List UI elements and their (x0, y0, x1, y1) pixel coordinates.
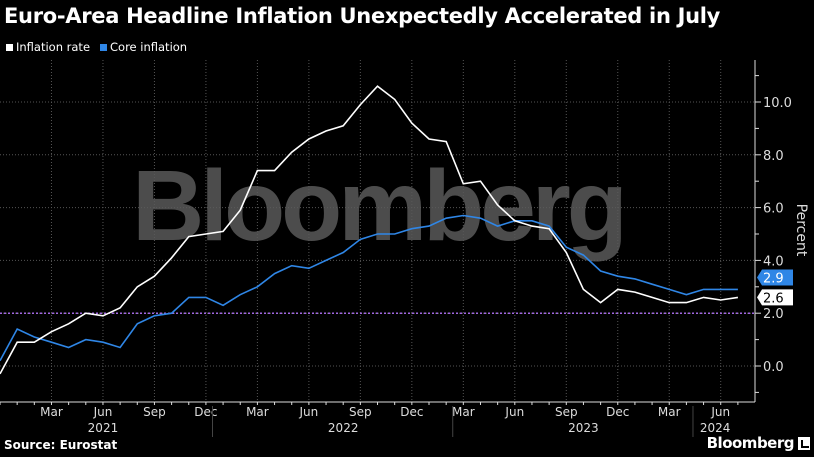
y-axis-label: Percent (793, 204, 809, 257)
x-tick-label: Dec (606, 405, 629, 419)
legend-label-core: Core inflation (110, 40, 188, 54)
y-tick-label: 0.0 (763, 360, 784, 375)
x-tick-label: Jun (93, 405, 113, 419)
y-tick-label: 10.0 (763, 96, 792, 111)
end-label-text: 2.9 (763, 271, 784, 286)
legend-label-inflation: Inflation rate (16, 40, 91, 54)
x-tick-label: Jun (299, 405, 319, 419)
core-inflation-line (0, 214, 738, 362)
brand-text: Bloomberg (706, 434, 795, 452)
source-note: Source: Eurostat (4, 438, 118, 452)
legend-item-inflation: Inflation rate (6, 40, 90, 54)
x-year-label: 2022 (328, 421, 359, 435)
grid (0, 60, 755, 402)
x-tick-label: Mar (40, 405, 63, 419)
y-tick-label: 6.0 (763, 202, 784, 217)
series-lines (0, 85, 755, 375)
axes: 0.0 2.0 4.0 6.0 8.0 10.0 Mar Jun Sep Dec Mar Jun Sep… (0, 60, 792, 437)
x-year-label: 2024 (700, 421, 731, 435)
legend: Inflation rate Core inflation (6, 40, 187, 54)
end-labels: 2.92.6 (757, 269, 793, 306)
x-tick-label: Dec (194, 405, 217, 419)
x-tick-label: Jun (710, 405, 730, 419)
x-tick-label: Mar (658, 405, 681, 419)
y-tick-label: 4.0 (763, 254, 784, 269)
legend-swatch-core (100, 43, 108, 51)
x-tick-label: Sep (143, 405, 166, 419)
x-tick-label: Sep (349, 405, 372, 419)
end-label-box (757, 289, 793, 306)
end-label-text: 2.6 (763, 291, 784, 306)
end-label-box (757, 269, 793, 286)
y-tick-label: 2.0 (763, 307, 784, 322)
end-label-inflation: 2.6 (757, 289, 793, 306)
x-year-label: 2023 (568, 421, 599, 435)
x-year-label: 2021 (88, 421, 119, 435)
legend-swatch-inflation (6, 43, 13, 51)
bloomberg-logo: Bloomberg (707, 434, 810, 452)
y-tick-label: 8.0 (763, 149, 784, 164)
x-tick-label: Jun (504, 405, 524, 419)
legend-item-core: Core inflation (100, 40, 187, 54)
x-tick-label: Sep (555, 405, 578, 419)
chart-title: Euro-Area Headline Inflation Unexpectedl… (4, 4, 721, 28)
x-tick-label: Mar (246, 405, 269, 419)
x-tick-label: Dec (400, 405, 423, 419)
bloomberg-chart-icon (798, 436, 810, 450)
x-tick-label: Mar (452, 405, 475, 419)
inflation-rate-line (0, 85, 739, 375)
watermark: Bloomberg (132, 150, 624, 262)
end-label-core: 2.9 (757, 269, 793, 286)
